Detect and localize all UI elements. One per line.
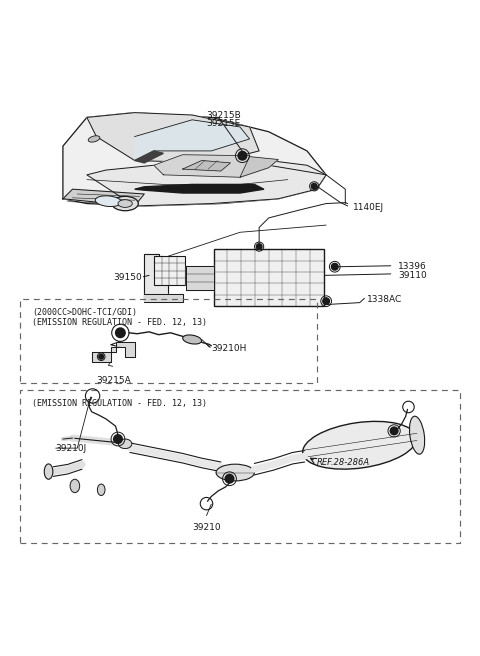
- Polygon shape: [182, 161, 230, 171]
- Circle shape: [323, 298, 329, 304]
- Circle shape: [99, 354, 104, 359]
- Text: REF.28-286A: REF.28-286A: [317, 457, 370, 466]
- Polygon shape: [87, 113, 259, 163]
- Text: 39215B: 39215B: [206, 110, 241, 119]
- Text: 1338AC: 1338AC: [367, 295, 402, 304]
- Ellipse shape: [70, 480, 80, 493]
- Ellipse shape: [97, 484, 105, 495]
- Ellipse shape: [409, 416, 425, 454]
- Polygon shape: [135, 151, 163, 163]
- Polygon shape: [240, 157, 278, 177]
- Text: (EMISSION REGULATION - FED. 12, 13): (EMISSION REGULATION - FED. 12, 13): [32, 399, 207, 408]
- Text: 39150: 39150: [113, 274, 142, 282]
- Polygon shape: [92, 342, 135, 361]
- Text: 39210H: 39210H: [211, 344, 247, 353]
- Circle shape: [238, 152, 247, 160]
- Polygon shape: [144, 254, 168, 297]
- Bar: [20, 299, 317, 383]
- Circle shape: [312, 184, 317, 189]
- Polygon shape: [144, 295, 182, 302]
- Text: 13396: 13396: [398, 262, 427, 271]
- Polygon shape: [186, 266, 214, 290]
- Circle shape: [114, 435, 122, 443]
- Ellipse shape: [303, 421, 417, 469]
- Ellipse shape: [183, 335, 202, 344]
- Text: 1140EJ: 1140EJ: [352, 203, 384, 212]
- Ellipse shape: [88, 136, 100, 142]
- Ellipse shape: [44, 464, 53, 480]
- Polygon shape: [63, 113, 326, 206]
- Circle shape: [256, 244, 262, 249]
- Ellipse shape: [216, 464, 254, 481]
- Polygon shape: [63, 189, 144, 206]
- Circle shape: [331, 264, 338, 270]
- Polygon shape: [87, 161, 326, 206]
- Circle shape: [116, 328, 125, 338]
- Ellipse shape: [95, 195, 121, 207]
- Text: 39215A: 39215A: [96, 376, 131, 385]
- Bar: [214, 249, 324, 306]
- Text: 39210J: 39210J: [56, 444, 87, 453]
- Text: 39210: 39210: [192, 523, 221, 532]
- Ellipse shape: [119, 439, 132, 449]
- Bar: [154, 256, 185, 285]
- Text: 39110: 39110: [398, 271, 427, 280]
- Polygon shape: [135, 184, 264, 193]
- Text: (2000CC>DOHC-TCI/GDI): (2000CC>DOHC-TCI/GDI): [32, 308, 137, 317]
- Circle shape: [390, 427, 398, 435]
- Bar: [20, 390, 460, 543]
- Polygon shape: [135, 120, 250, 161]
- Circle shape: [225, 474, 234, 483]
- Polygon shape: [154, 155, 269, 177]
- Text: (EMISSION REGULATION - FED. 12, 13): (EMISSION REGULATION - FED. 12, 13): [32, 318, 207, 327]
- Ellipse shape: [118, 199, 132, 207]
- Ellipse shape: [112, 196, 138, 211]
- Text: 39215E: 39215E: [206, 119, 241, 128]
